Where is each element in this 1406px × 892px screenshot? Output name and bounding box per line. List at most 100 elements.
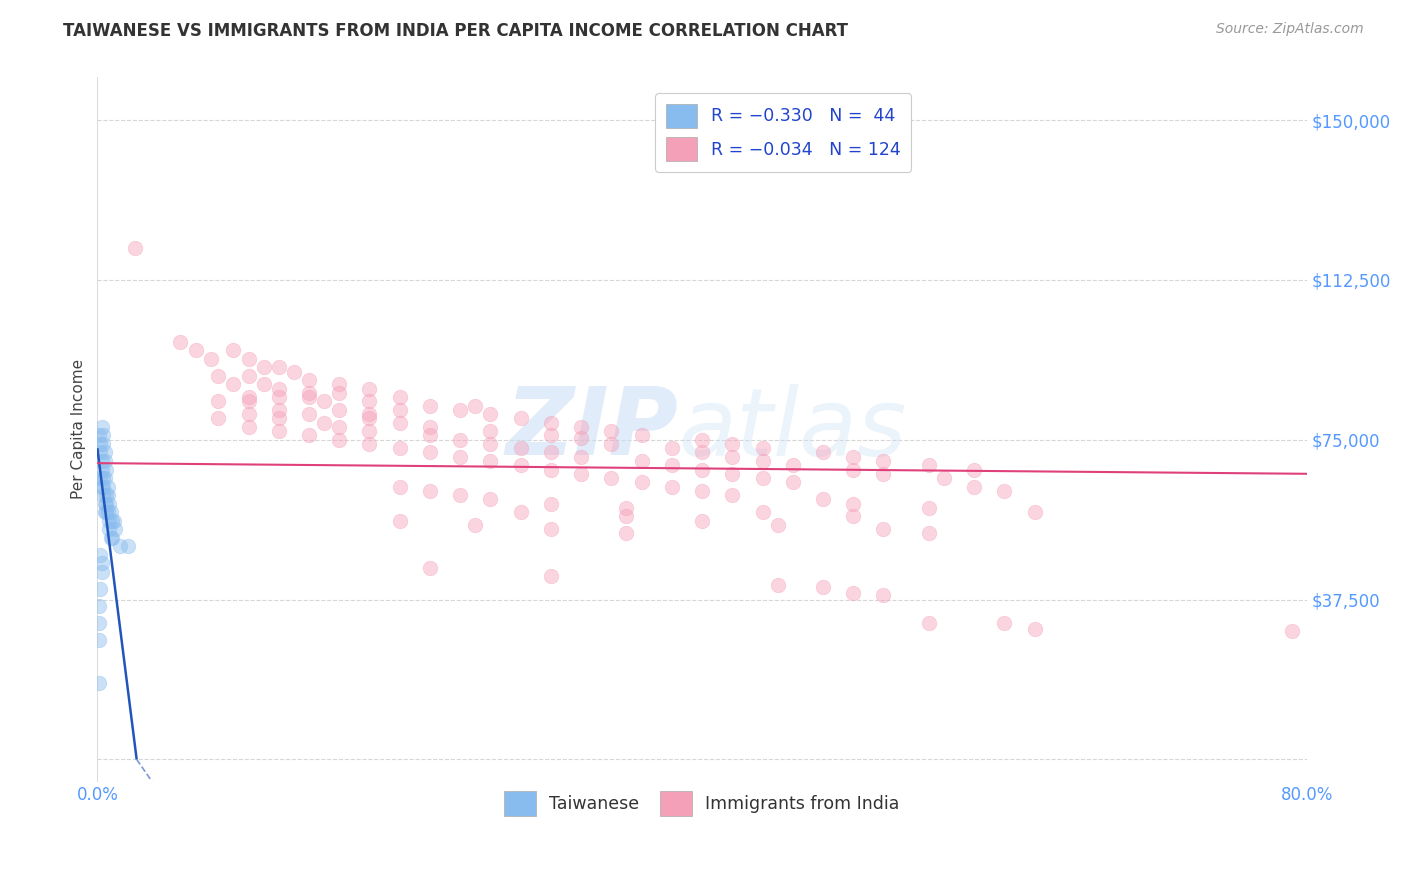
Point — [540, 497, 562, 511]
Point — [222, 343, 245, 358]
Point — [993, 483, 1015, 498]
Point — [872, 588, 894, 602]
Point — [932, 471, 955, 485]
Point — [600, 471, 623, 485]
Point — [842, 462, 865, 476]
Point — [94, 445, 117, 459]
Point — [569, 450, 592, 464]
Point — [751, 454, 773, 468]
Point — [540, 522, 562, 536]
Point — [96, 488, 118, 502]
Point — [359, 424, 381, 438]
Point — [419, 428, 441, 442]
Point — [117, 539, 139, 553]
Point — [721, 488, 744, 502]
Point — [90, 454, 112, 468]
Point — [93, 488, 115, 502]
Point — [600, 424, 623, 438]
Point — [87, 632, 110, 647]
Point — [872, 522, 894, 536]
Point — [811, 445, 834, 459]
Point — [314, 416, 336, 430]
Point — [89, 471, 111, 485]
Point — [388, 416, 411, 430]
Point — [87, 428, 110, 442]
Point — [298, 407, 321, 421]
Point — [89, 437, 111, 451]
Point — [509, 458, 531, 473]
Point — [842, 509, 865, 524]
Point — [238, 407, 260, 421]
Point — [98, 514, 121, 528]
Point — [661, 479, 683, 493]
Point — [661, 458, 683, 473]
Point — [1024, 623, 1046, 637]
Point — [419, 420, 441, 434]
Point — [184, 343, 207, 358]
Point — [96, 497, 118, 511]
Point — [811, 580, 834, 594]
Point — [90, 420, 112, 434]
Point — [993, 615, 1015, 630]
Point — [540, 428, 562, 442]
Point — [96, 505, 118, 519]
Point — [94, 454, 117, 468]
Point — [388, 479, 411, 493]
Point — [89, 445, 111, 459]
Point — [253, 360, 276, 375]
Point — [108, 539, 131, 553]
Point — [766, 577, 789, 591]
Point — [782, 475, 804, 490]
Text: TAIWANESE VS IMMIGRANTS FROM INDIA PER CAPITA INCOME CORRELATION CHART: TAIWANESE VS IMMIGRANTS FROM INDIA PER C… — [63, 22, 848, 40]
Point — [97, 488, 120, 502]
Point — [449, 433, 471, 447]
Point — [509, 505, 531, 519]
Point — [419, 483, 441, 498]
Point — [169, 334, 191, 349]
Point — [690, 445, 713, 459]
Point — [449, 450, 471, 464]
Point — [94, 497, 117, 511]
Point — [89, 548, 111, 562]
Y-axis label: Per Capita Income: Per Capita Income — [72, 359, 86, 500]
Point — [540, 445, 562, 459]
Point — [872, 454, 894, 468]
Point — [101, 531, 124, 545]
Point — [298, 390, 321, 404]
Point — [616, 500, 638, 515]
Point — [94, 471, 117, 485]
Point — [388, 441, 411, 455]
Point — [267, 382, 290, 396]
Point — [661, 441, 683, 455]
Point — [721, 437, 744, 451]
Point — [93, 479, 115, 493]
Point — [419, 399, 441, 413]
Text: Source: ZipAtlas.com: Source: ZipAtlas.com — [1216, 22, 1364, 37]
Point — [90, 462, 112, 476]
Point — [207, 368, 229, 383]
Point — [359, 407, 381, 421]
Point — [464, 517, 486, 532]
Point — [328, 420, 350, 434]
Point — [238, 420, 260, 434]
Point — [238, 394, 260, 409]
Point — [96, 462, 118, 476]
Text: atlas: atlas — [678, 384, 905, 475]
Point — [283, 364, 305, 378]
Point — [100, 505, 122, 519]
Point — [630, 428, 652, 442]
Point — [359, 394, 381, 409]
Point — [298, 385, 321, 400]
Point — [200, 351, 222, 366]
Point — [328, 402, 350, 417]
Point — [93, 428, 115, 442]
Text: ZIP: ZIP — [505, 383, 678, 475]
Point — [238, 368, 260, 383]
Point — [569, 420, 592, 434]
Point — [751, 441, 773, 455]
Point — [267, 411, 290, 425]
Point — [918, 526, 941, 541]
Point — [479, 492, 502, 507]
Point — [298, 428, 321, 442]
Point — [267, 390, 290, 404]
